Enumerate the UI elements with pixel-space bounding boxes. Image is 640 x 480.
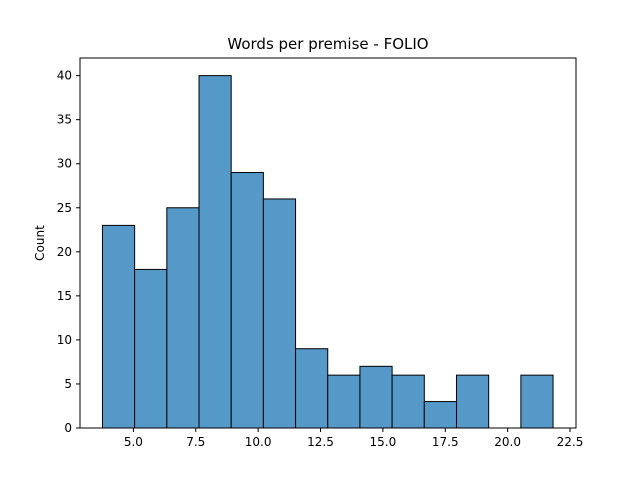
x-tick-label: 7.5 — [186, 435, 205, 449]
y-tick-label: 35 — [57, 113, 72, 127]
x-tick-label: 22.5 — [557, 435, 584, 449]
x-tick-label: 15.0 — [370, 435, 397, 449]
bars-group — [101, 75, 554, 429]
histogram-bar — [230, 172, 264, 429]
x-tick-label: 10.0 — [245, 435, 272, 449]
y-tick-label: 5 — [64, 377, 72, 391]
histogram-bar — [101, 224, 136, 429]
histogram-bar — [295, 348, 329, 429]
histogram-bar — [391, 374, 425, 429]
y-tick-label: 40 — [57, 69, 72, 83]
histogram-bar — [520, 374, 554, 429]
y-tick-label: 30 — [57, 157, 72, 171]
x-tick-label: 5.0 — [124, 435, 143, 449]
histogram-bar — [166, 207, 200, 429]
histogram-bar — [359, 365, 393, 429]
plot-frame — [79, 57, 577, 429]
x-tick-label: 17.5 — [432, 435, 459, 449]
histogram-bar — [198, 75, 232, 429]
y-tick-label: 10 — [57, 333, 72, 347]
histogram-bar — [455, 374, 490, 429]
y-axis-label: Count — [33, 225, 47, 261]
histogram-bar — [423, 401, 457, 429]
y-axis-ticks: 0 5 10 15 20 25 30 35 40 — [57, 69, 80, 435]
histogram-bar — [327, 374, 361, 429]
chart-title: Words per premise - FOLIO — [227, 35, 428, 53]
y-tick-label: 20 — [57, 245, 72, 259]
y-tick-label: 15 — [57, 289, 72, 303]
histogram-bar — [262, 198, 297, 429]
y-tick-label: 0 — [64, 421, 72, 435]
histogram-bar — [134, 268, 168, 429]
x-axis-ticks: 5.0 7.5 10.0 12.5 15.0 17.5 20.0 22.5 — [124, 428, 584, 449]
y-tick-label: 25 — [57, 201, 72, 215]
x-tick-label: 20.0 — [494, 435, 521, 449]
x-tick-label: 12.5 — [307, 435, 334, 449]
